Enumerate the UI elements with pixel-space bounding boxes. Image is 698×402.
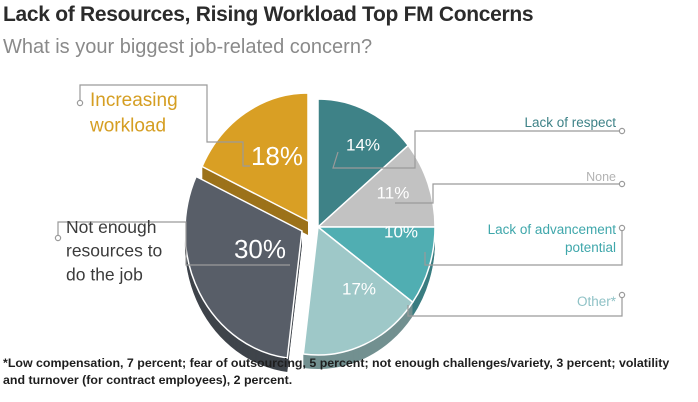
pie-callouts: 14% Lack of respect 11% None 10% Lack of adva…	[54, 84, 626, 317]
callout-line-lack-of-respect	[332, 130, 622, 169]
slice-lack-of-respect	[317, 98, 410, 229]
data-label-increasing-workload: 18%	[251, 141, 303, 171]
callout-dot-not-enough-resources-to-do-the-job	[54, 234, 62, 242]
data-label-lack-of-respect: 14%	[346, 135, 380, 154]
callout-line-not-enough-resources-to-do-the-job	[57, 221, 290, 266]
callout-dot-lack-of-advancement-potential	[618, 224, 626, 232]
category-label-none: None	[586, 170, 616, 184]
callout-dot-increasing-workload	[76, 99, 84, 107]
slice-none	[316, 144, 436, 228]
footnote: *Low compensation, 7 percent; fear of ou…	[3, 356, 670, 387]
category-label-lack-of-advancement-potential: Lack of advancement potential	[488, 222, 617, 255]
category-label-increasing-workload: Increasing workload	[89, 90, 178, 137]
callout-line-increasing-workload	[79, 84, 250, 167]
callout-dot-other	[618, 291, 626, 299]
slice-lack-of-advancement-potential	[315, 226, 436, 304]
chart-subtitle: What is your biggest job-related concern…	[3, 36, 373, 58]
pie-slices	[184, 92, 436, 372]
category-label-not-enough-resources-to-do-the-job: Not enough resources to do the job	[66, 217, 162, 284]
callout-dot-none	[618, 180, 626, 188]
callout-line-other	[407, 295, 623, 317]
data-label-none: 11%	[377, 183, 410, 202]
callout-line-lack-of-advancement-potential	[424, 228, 623, 266]
data-label-lack-of-advancement-potential: 10%	[384, 222, 418, 241]
category-label-lack-of-respect: Lack of respect	[524, 115, 616, 130]
slice-increasing-workload	[201, 92, 309, 223]
chart-title: Lack of Resources, Rising Workload Top F…	[3, 3, 534, 26]
slice-not-enough-resources-to-do-the-job	[184, 175, 303, 359]
slice-other	[302, 225, 414, 356]
category-label-other: Other*	[577, 294, 617, 309]
callout-line-none	[395, 183, 622, 204]
data-label-not-enough-resources-to-do-the-job: 30%	[234, 234, 286, 264]
data-label-other: 17%	[342, 279, 376, 298]
callout-dot-lack-of-respect	[618, 127, 626, 135]
